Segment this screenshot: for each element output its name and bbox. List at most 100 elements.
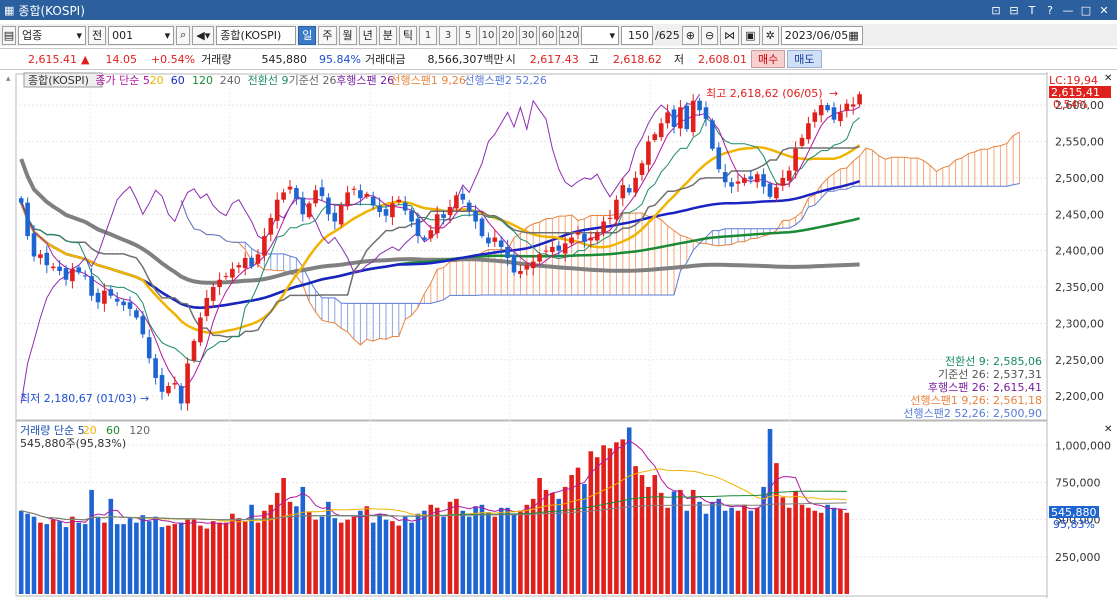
volume-bar-40 <box>274 492 280 594</box>
candle-body-122 <box>799 137 805 146</box>
search-icon[interactable]: ⌕ <box>176 25 191 45</box>
candle-body-31 <box>217 279 222 288</box>
window-title: 종합(KOSPI) <box>18 3 85 18</box>
volume-bar-107 <box>703 513 709 594</box>
toolbar: ▤ 업종 ▾ 전 001 ▾ ⌕ ◀▾ 종합(KOSPI) 일 주 월 년 분 틱 … <box>0 24 1117 46</box>
volume-bar-121 <box>793 491 798 594</box>
price-tick-label-5: 2,450,00 <box>1055 208 1104 221</box>
pane-close-icon[interactable]: ✕ <box>1104 73 1112 84</box>
candle-body-62 <box>415 218 421 237</box>
volume-bar-120 <box>786 507 792 594</box>
market-select[interactable]: 업종 ▾ <box>18 25 86 45</box>
volume-bar-0 <box>18 510 24 594</box>
count-input[interactable]: 150 <box>621 25 654 45</box>
volume-bar-20 <box>146 521 152 594</box>
candle-body-29 <box>204 297 210 317</box>
volume-bar-122 <box>799 504 805 594</box>
candles <box>18 91 862 411</box>
candle-body-124 <box>812 112 818 122</box>
zoom-out-icon[interactable]: ⊖ <box>700 25 719 45</box>
legend-item-9: 선행스팬1 9,26 <box>390 74 465 87</box>
tab-week[interactable]: 주 <box>318 25 337 45</box>
sell-button[interactable]: 매도 <box>787 50 822 68</box>
sidebar-toggle-icon[interactable]: ▤ <box>2 25 16 45</box>
layout-icon[interactable]: ⊟ <box>1009 3 1019 17</box>
volume-label: 거래량 <box>201 53 232 66</box>
interval-30[interactable]: 30 <box>519 25 538 45</box>
zoom-in-icon[interactable]: ⊕ <box>681 25 699 45</box>
interval-select[interactable]: ▾ <box>581 25 620 45</box>
lc-label: LC:19,94 <box>1049 74 1098 87</box>
volume-bar-94 <box>620 439 626 594</box>
candle-body-84 <box>556 245 562 251</box>
candle-body-103 <box>678 107 683 129</box>
candle-body-78 <box>518 271 523 274</box>
volume-bar-39 <box>268 504 274 594</box>
chevron-down-icon: ▾ <box>164 28 171 42</box>
price: 2,615.41 <box>28 52 77 66</box>
volume-bar-15 <box>114 524 120 594</box>
date-input[interactable]: 2023/06/05 ▦ <box>780 25 863 45</box>
volume-bar-14 <box>108 498 114 594</box>
candle-body-0 <box>18 198 24 203</box>
volume-bar-117 <box>767 428 773 594</box>
kospi-chart[interactable]: 2,200,00 2,250,00 2,300,00 2,350,00 2,400,00… <box>0 72 1117 598</box>
volume-bar-83 <box>550 492 555 594</box>
tab-day[interactable]: 일 <box>298 25 317 45</box>
pane-resize-icon[interactable]: ▴ <box>6 74 11 84</box>
volume-bar-1 <box>25 513 30 594</box>
font-icon[interactable]: T <box>1028 3 1036 17</box>
quote-bar: 2,615.41 ▲ 14.05 +0.54% 거래량 545,880 95.8… <box>0 48 1117 70</box>
speaker-icon[interactable]: ◀▾ <box>192 25 215 45</box>
tab-minute[interactable]: 분 <box>378 25 397 45</box>
candle-body-82 <box>543 250 549 252</box>
interval-60[interactable]: 60 <box>539 25 558 45</box>
candle-body-97 <box>639 163 645 175</box>
candle-body-58 <box>390 203 395 218</box>
help-icon[interactable]: ? <box>1047 3 1053 17</box>
price-tick-label-8: 2,600,00 <box>1055 99 1104 112</box>
current-price-label: 2,615,41 <box>1051 86 1100 99</box>
candle-body-128 <box>838 112 843 122</box>
tab-month[interactable]: 월 <box>338 25 357 45</box>
candle-body-119 <box>780 177 786 186</box>
interval-5[interactable]: 5 <box>459 25 478 45</box>
interval-3[interactable]: 3 <box>439 25 458 45</box>
volume-bar-21 <box>153 516 158 594</box>
indicator-value-1: 기준선 26: 2,537,31 <box>938 368 1042 381</box>
link-icon[interactable]: ⊡ <box>991 3 1001 17</box>
gear-icon[interactable]: ✲ <box>761 25 779 45</box>
split-icon[interactable]: ⋈ <box>720 25 740 45</box>
maximize-icon[interactable]: □ <box>1080 3 1092 17</box>
volume-bar-113 <box>742 504 747 594</box>
candle-body-13 <box>102 290 107 304</box>
candle-body-57 <box>383 209 389 216</box>
change: 14.05 <box>105 52 137 66</box>
volume-close-icon[interactable]: ✕ <box>1104 424 1112 435</box>
main-legend: 종합(KOSPI) 종가 단순 5 20 60 120 240 전환선 9 기준선 26 후행스… <box>23 72 547 88</box>
name-field: 종합(KOSPI) <box>216 25 297 45</box>
volume-ratio: 95.84% <box>319 52 361 66</box>
candle-body-15 <box>114 298 120 302</box>
price-axis: 2,200,00 2,250,00 2,300,00 2,350,00 2,400,00… <box>1055 99 1104 403</box>
interval-20[interactable]: 20 <box>499 25 518 45</box>
interval-1[interactable]: 1 <box>419 25 438 45</box>
save-icon[interactable]: ▣ <box>741 25 760 45</box>
prev-button[interactable]: 전 <box>88 25 107 45</box>
buy-button[interactable]: 매수 <box>751 50 786 68</box>
volume-bar-26 <box>185 519 190 594</box>
code-input[interactable]: 001 ▾ <box>108 25 175 45</box>
current-pct-label: 0,54% <box>1053 98 1088 111</box>
close-icon[interactable]: ✕ <box>1099 3 1109 17</box>
legend-item-0: 종합(KOSPI) <box>28 74 89 87</box>
candle-body-16 <box>121 301 126 306</box>
interval-120[interactable]: 120 <box>559 25 580 45</box>
interval-10[interactable]: 10 <box>479 25 498 45</box>
open: 2,617.43 <box>529 52 579 66</box>
tab-year[interactable]: 년 <box>358 25 377 45</box>
minimize-icon[interactable]: — <box>1062 3 1074 17</box>
volume-bar-49 <box>332 518 338 594</box>
tab-tick[interactable]: 틱 <box>398 25 418 45</box>
volume-bar-82 <box>543 489 549 594</box>
volume-bar-109 <box>716 498 722 594</box>
